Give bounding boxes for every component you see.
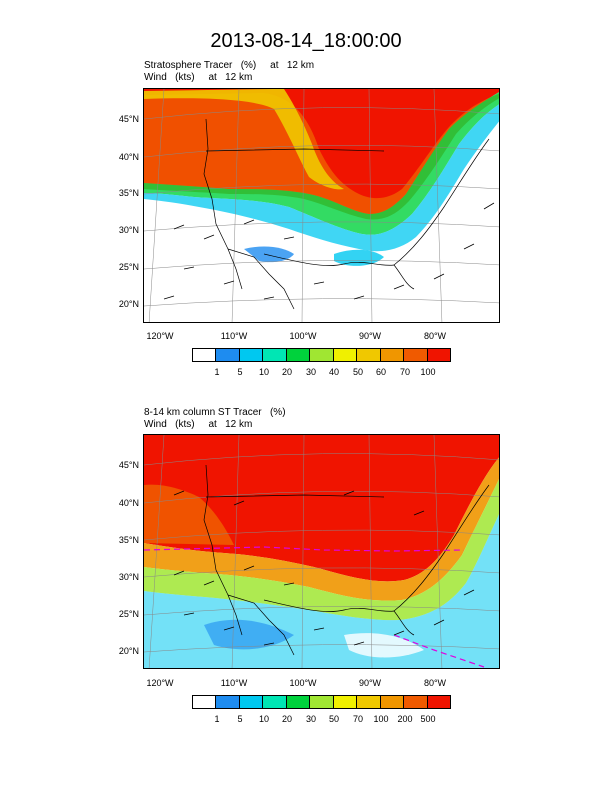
colorbar-swatch	[357, 349, 381, 361]
colorbar-swatch	[427, 696, 450, 708]
panel1-colorbar-label: 30	[305, 367, 316, 377]
panel2-colorbar	[192, 695, 451, 709]
panel2-colorbar-label: 20	[281, 714, 292, 724]
colorbar-swatch	[333, 696, 358, 708]
graticule	[144, 89, 499, 322]
panel1-colorbar	[192, 348, 451, 362]
colorbar-swatch	[216, 349, 240, 361]
coastlines	[203, 464, 490, 656]
panel1-colorbar-label: 20	[281, 367, 292, 377]
colorbar-swatch	[193, 349, 217, 361]
panel2-colorbar-label: 100	[373, 714, 389, 724]
panel2-subtitle-tracer: 8-14 km column ST Tracer (%)	[144, 407, 286, 418]
colorbar-swatch	[263, 696, 287, 708]
panel2-lat-label: 20°N	[118, 646, 139, 656]
colorbar-swatch	[216, 696, 240, 708]
panel2-map-svg	[144, 435, 499, 668]
panel1-subtitle-wind: Wind (kts) at 12 km	[144, 72, 253, 83]
colorbar-swatch	[239, 349, 264, 361]
colorbar-swatch	[286, 349, 311, 361]
colorbar-swatch	[380, 349, 405, 361]
panel1-lon-label: 100°W	[289, 331, 317, 341]
panel1-lat-label: 40°N	[118, 152, 139, 162]
panel2-colorbar-label: 50	[328, 714, 339, 724]
colorbar-swatch	[333, 349, 358, 361]
colorbar-swatch	[357, 696, 381, 708]
panel1-colorbar-label: 100	[420, 367, 436, 377]
panel2-colorbar-label: 1	[214, 714, 220, 724]
colorbar-swatch	[193, 696, 217, 708]
tracer-yellow-filament	[144, 89, 344, 190]
colorbar-swatch	[310, 349, 334, 361]
panel1-colorbar-label: 70	[399, 367, 410, 377]
panel1-colorbar-label: 5	[237, 367, 243, 377]
panel1-lat-label: 30°N	[118, 225, 139, 235]
panel1-map-svg	[144, 89, 499, 322]
colorbar-swatch	[427, 349, 450, 361]
colorbar-swatch	[286, 696, 311, 708]
column-clear-patch	[344, 633, 424, 658]
column-orange-region	[144, 484, 234, 545]
panel2-lon-label: 110°W	[220, 678, 248, 688]
tracer-cyan-patch	[334, 249, 384, 266]
colorbar-swatch	[380, 696, 405, 708]
panel2-lon-label: 100°W	[289, 678, 317, 688]
panel2-map	[143, 434, 500, 669]
panel1-lon-label: 80°W	[423, 331, 447, 341]
tracer-blue-patch	[244, 246, 294, 263]
panel1-lon-label: 120°W	[146, 331, 174, 341]
panel1-lat-label: 25°N	[118, 262, 139, 272]
coastlines	[203, 118, 490, 310]
panel2-lon-label: 80°W	[423, 678, 447, 688]
panel1-map	[143, 88, 500, 323]
map-title: 2013-08-14_18:00:00	[210, 30, 402, 52]
column-blue-patch	[204, 619, 294, 650]
panel1-colorbar-label: 60	[375, 367, 386, 377]
panel2-subtitle-wind: Wind (kts) at 12 km	[144, 419, 253, 430]
tracer-green-band	[144, 92, 499, 235]
panel1-colorbar-label: 1	[214, 367, 220, 377]
panel1-colorbar-label: 50	[352, 367, 363, 377]
panel1-lat-label: 35°N	[118, 188, 139, 198]
graticule	[144, 435, 499, 668]
panel2-colorbar-label: 10	[258, 714, 269, 724]
panel2-lon-label: 120°W	[146, 678, 174, 688]
colorbar-swatch	[239, 696, 264, 708]
column-green-band	[144, 479, 499, 621]
panel2-lat-label: 45°N	[118, 460, 139, 470]
wind-barbs	[163, 202, 495, 300]
panel1-lat-label: 20°N	[118, 299, 139, 309]
panel2-lat-label: 40°N	[118, 498, 139, 508]
panel2-colorbar-label: 30	[305, 714, 316, 724]
column-orange-band	[144, 457, 499, 601]
panel2-colorbar-label: 200	[397, 714, 413, 724]
panel1-lon-label: 90°W	[358, 331, 382, 341]
panel1-subtitle-tracer: Stratosphere Tracer (%) at 12 km	[144, 60, 315, 71]
wind-barbs	[173, 490, 475, 646]
colorbar-swatch	[404, 696, 428, 708]
panel1-colorbar-label: 10	[258, 367, 269, 377]
panel2-colorbar-label: 5	[237, 714, 243, 724]
panel2-colorbar-label: 500	[420, 714, 436, 724]
panel2-lon-label: 90°W	[358, 678, 382, 688]
panel2-lat-label: 30°N	[118, 572, 139, 582]
magenta-dashed-contour	[144, 546, 485, 668]
panel2-lat-label: 35°N	[118, 535, 139, 545]
colorbar-swatch	[263, 349, 287, 361]
colorbar-swatch	[310, 696, 334, 708]
panel1-colorbar-label: 40	[328, 367, 339, 377]
panel1-lat-label: 45°N	[118, 114, 139, 124]
panel2-colorbar-label: 70	[352, 714, 363, 724]
panel2-lat-label: 25°N	[118, 609, 139, 619]
colorbar-swatch	[404, 349, 428, 361]
panel1-lon-label: 110°W	[220, 331, 248, 341]
